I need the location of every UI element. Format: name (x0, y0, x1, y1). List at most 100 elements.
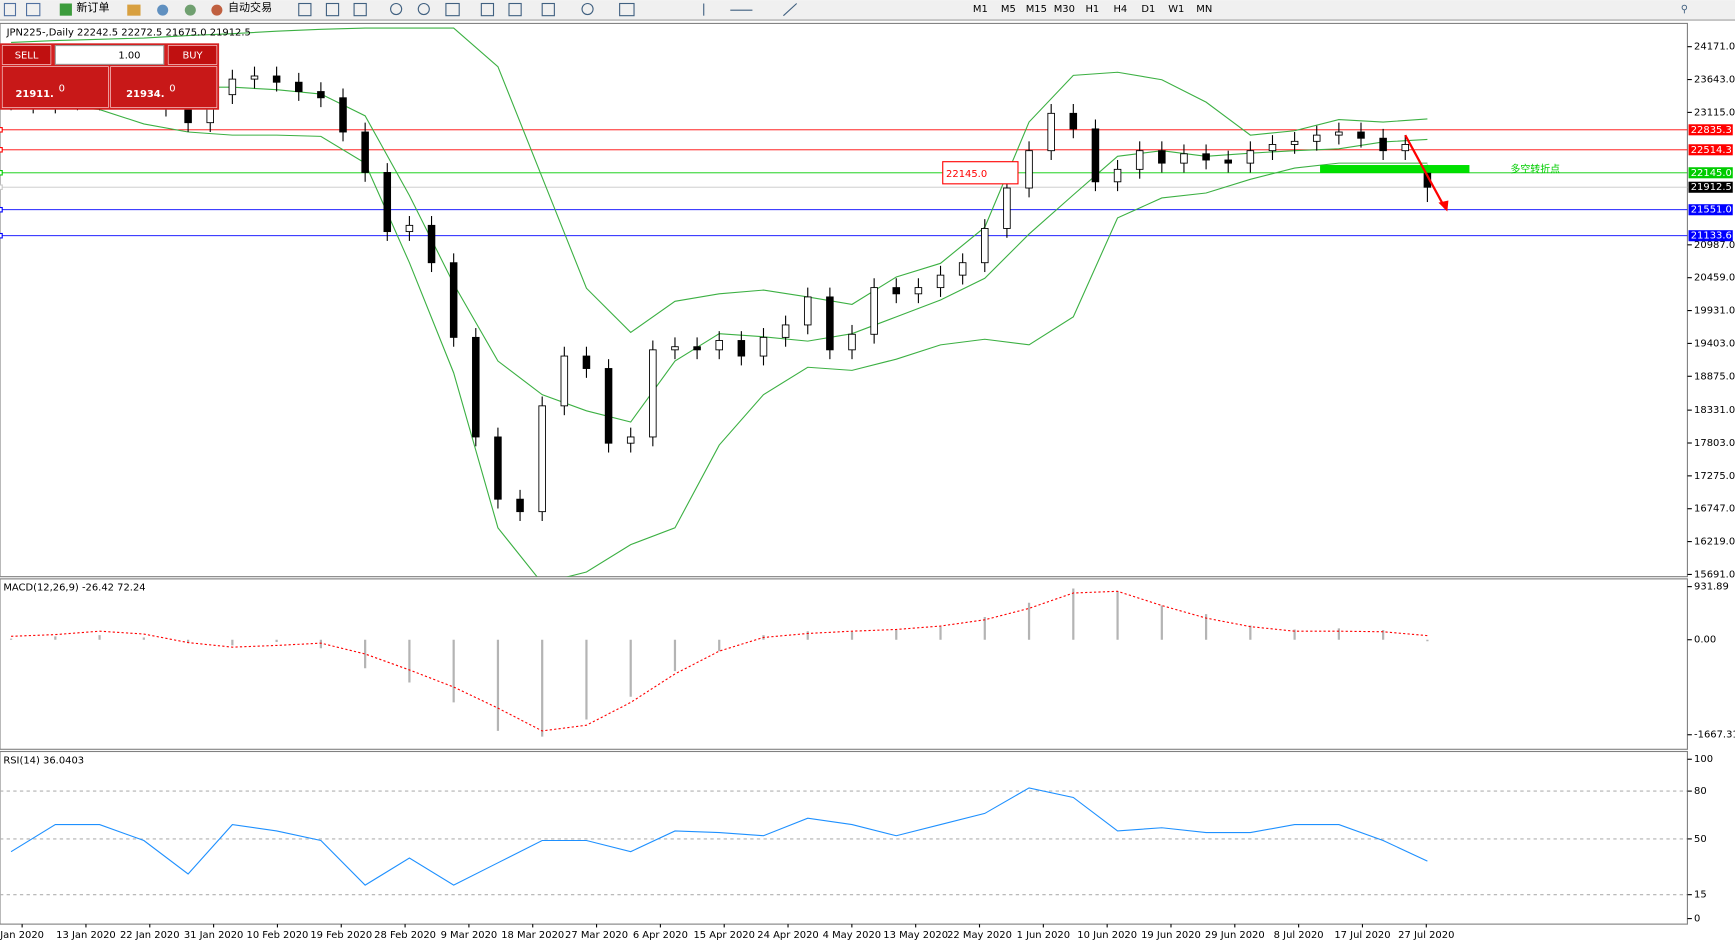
macd-plot (9, 588, 1429, 737)
tile-icon[interactable] (445, 2, 460, 17)
timeframe-button[interactable]: W1 (1168, 4, 1184, 15)
y-tick-label: 16219.0 (1694, 537, 1735, 548)
level-label: 22835.3 (1691, 125, 1732, 136)
y-tick-label: 17803.0 (1694, 438, 1735, 449)
candle-body (250, 75, 259, 80)
sell-price-box[interactable] (1, 66, 109, 108)
timeframe-button[interactable]: M1 (973, 4, 988, 15)
level-marker (0, 127, 3, 133)
macd-label: MACD(12,26,9) -26.42 72.24 (3, 583, 145, 594)
candle-body (1202, 153, 1210, 161)
sell-price-main[interactable]: 21911. (15, 89, 53, 100)
y-tick-label: 19403.0 (1694, 338, 1735, 349)
search-icon[interactable]: ⚲ (1681, 4, 1688, 15)
sell-label[interactable]: SELL (15, 51, 39, 62)
level-label-box (1688, 204, 1733, 216)
x-tick-label: 22 May 2020 (947, 930, 1012, 941)
buy-price-tail[interactable]: 0 (169, 84, 175, 95)
candle-body (1290, 140, 1299, 145)
candle-body (361, 131, 369, 173)
candle-body (1357, 131, 1365, 139)
y-tick-label: 19931.0 (1694, 306, 1735, 317)
toolbar-icon[interactable] (184, 4, 196, 16)
candle-body (870, 287, 878, 335)
candle-body (516, 498, 524, 513)
level-label-box (1688, 124, 1733, 136)
template-icon[interactable] (619, 2, 635, 17)
zoom-out[interactable] (417, 2, 430, 16)
tool-icon[interactable] (353, 2, 367, 17)
candle-body (449, 262, 458, 338)
buy-price-main[interactable]: 21934. (126, 89, 164, 100)
y-tick-label: 100 (1694, 754, 1713, 765)
auto-trading-icon[interactable] (211, 4, 223, 16)
candle-body (1025, 150, 1033, 189)
lots-input[interactable] (54, 44, 165, 65)
candle-body (737, 340, 746, 357)
rsi-line (10, 787, 1428, 886)
y-tick-label: 15 (1694, 890, 1707, 901)
level-marker (0, 170, 3, 176)
zoom-in[interactable] (390, 2, 403, 16)
x-tick-label: 27 Mar 2020 (565, 930, 628, 941)
x-tick-label: 9 Mar 2020 (441, 930, 498, 941)
timeframes: M1 M5 M15 M30 H1 H4 D1 W1 MN (973, 4, 1212, 15)
new-order-icon[interactable] (59, 3, 72, 16)
x-tick-label: 13 Jan 2020 (56, 930, 116, 941)
rsi-label: RSI(14) 36.0403 (3, 755, 84, 766)
buy-price-box[interactable] (110, 66, 218, 108)
rsi-plot (0, 787, 1688, 896)
trend-tool[interactable] (783, 3, 798, 17)
toolbar-icon[interactable] (26, 2, 41, 17)
tool-icon[interactable] (480, 2, 495, 17)
timeframe-button[interactable]: M30 (1054, 4, 1075, 15)
candle-body (781, 324, 790, 338)
candle-body (427, 224, 436, 264)
auto-trading-button[interactable]: 自动交易 (228, 0, 272, 14)
level-label: 21551.0 (1691, 205, 1732, 216)
y-tick-label: 17275.0 (1694, 471, 1735, 482)
toolbar-icon[interactable] (157, 4, 169, 16)
price-plot: 22145.0 多空转折点 (0, 27, 1688, 577)
toolbar (0, 0, 1735, 21)
tool-icon[interactable] (508, 2, 522, 17)
sell-price-tail[interactable]: 0 (59, 84, 65, 95)
timeframe-button[interactable]: MN (1196, 4, 1212, 15)
timeframe-button[interactable]: H1 (1085, 4, 1099, 15)
pivot-note: 多空转折点 (1510, 162, 1560, 175)
candle-body (472, 336, 480, 438)
x-tick-label: 31 Jan 2020 (184, 930, 244, 941)
lots-value[interactable]: 1.00 (118, 51, 140, 62)
buy-button[interactable] (167, 45, 218, 65)
y-tick-label: 80 (1694, 786, 1707, 797)
timeframe-button[interactable]: D1 (1141, 4, 1155, 15)
x-tick-label: 10 Jun 2020 (1077, 930, 1137, 941)
candle-body (560, 355, 569, 407)
toolbar-icon[interactable] (3, 2, 17, 17)
candle-body (1158, 150, 1166, 164)
y-tick-label: 931.89 (1694, 582, 1729, 593)
sell-button[interactable] (1, 45, 52, 65)
y-tick-label: 0.00 (1694, 635, 1716, 646)
timeframe-button[interactable]: H4 (1113, 4, 1127, 15)
timeframe-button[interactable]: M15 (1026, 4, 1047, 15)
level-label-box (1688, 230, 1733, 242)
x-tick-label: 10 Feb 2020 (247, 930, 309, 941)
level-label: 22145.0 (1691, 168, 1732, 179)
candle-body (803, 296, 812, 326)
indicator-icon[interactable] (541, 2, 555, 17)
y-tick-label: 20987.0 (1694, 240, 1735, 251)
timeframe-button[interactable]: M5 (1001, 4, 1016, 15)
candle-body (693, 346, 701, 351)
period-icon[interactable] (581, 2, 594, 16)
level-marker (0, 232, 3, 239)
tool-icon[interactable] (325, 2, 340, 17)
new-order-button[interactable]: 新订单 (76, 0, 109, 14)
tool-icon[interactable] (298, 2, 312, 17)
toolbar-icon[interactable] (127, 4, 141, 16)
level-label: 21912.5 (1691, 182, 1732, 193)
x-tick-label: 24 Apr 2020 (757, 930, 818, 941)
buy-label[interactable]: BUY (182, 51, 203, 62)
